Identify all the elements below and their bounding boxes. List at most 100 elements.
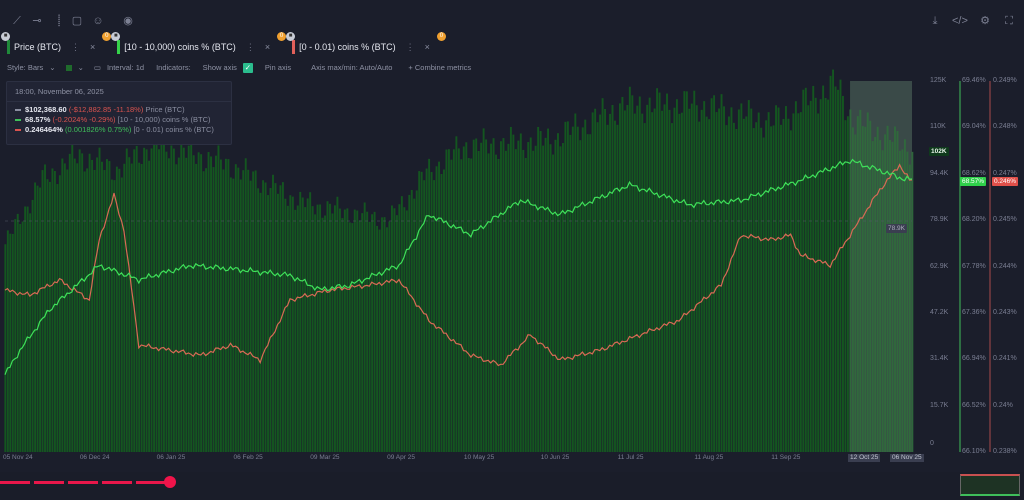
price-bar xyxy=(4,244,7,452)
fullscreen-icon[interactable]: ⛶ xyxy=(1005,15,1013,27)
style-dropdown[interactable]: Style: Bars xyxy=(7,63,44,72)
price-bar xyxy=(671,123,673,453)
price-bar xyxy=(591,112,594,452)
tooltip-row: 68.57% (-0.2024% -0.29%) [10 - 10,000) c… xyxy=(7,115,231,125)
price-bar xyxy=(91,159,94,452)
note-tool-icon[interactable]: ▢ xyxy=(71,15,83,27)
price-bar xyxy=(747,100,750,453)
color-picker[interactable] xyxy=(65,65,72,71)
price-bar xyxy=(215,155,217,452)
emoji-tool-icon[interactable]: ☺ xyxy=(92,15,104,27)
price-bar xyxy=(106,159,108,453)
price-bar xyxy=(155,139,158,452)
price-bar xyxy=(534,145,537,453)
more-icon[interactable]: ⋮ xyxy=(245,41,255,52)
price-bar xyxy=(504,150,507,452)
price-bar xyxy=(49,181,51,452)
green-current-tag: 68.57% xyxy=(960,177,987,186)
price-bar xyxy=(358,220,361,452)
tab-large-holders[interactable]: ■ [10 - 10,000) coins % (BTC) ⋮ × 0 xyxy=(111,32,287,54)
x-axis-tick: 11 Sep 25 xyxy=(771,454,801,461)
price-bar xyxy=(274,183,277,452)
price-bar xyxy=(584,119,587,452)
price-bar xyxy=(866,112,869,452)
tab-price[interactable]: ■ Price (BTC) ⋮ × 0 xyxy=(1,32,112,54)
line-tool-icon[interactable]: ⟋ xyxy=(13,15,21,27)
price-bar xyxy=(502,138,505,452)
close-icon[interactable]: × xyxy=(424,42,430,52)
close-icon[interactable]: × xyxy=(264,42,271,52)
price-bar xyxy=(477,150,480,452)
interval-dropdown[interactable]: Interval: 1d xyxy=(106,63,145,72)
axis-maxmin-dropdown[interactable]: Axis max/min: Auto/Auto xyxy=(311,63,393,72)
range-window[interactable] xyxy=(960,474,1020,496)
show-axis-checkbox[interactable]: ✓ xyxy=(242,63,253,73)
x-axis-tick: 11 Aug 25 xyxy=(694,454,724,461)
price-bar xyxy=(252,171,255,452)
pin-axis-toggle[interactable]: Pin axis xyxy=(264,63,292,72)
vertical-line-tool-icon[interactable]: ⸽ xyxy=(57,15,61,27)
price-bar xyxy=(569,134,572,452)
green-axis-tick: 68.20% xyxy=(962,216,986,224)
price-bar xyxy=(688,108,691,452)
more-icon[interactable]: ⋮ xyxy=(405,41,415,52)
price-bar xyxy=(618,103,621,453)
price-bar xyxy=(279,185,282,453)
horizontal-line-tool-icon[interactable]: ⊸ xyxy=(32,15,42,27)
price-bar xyxy=(581,127,584,452)
price-bar xyxy=(485,139,488,453)
tab-badge: 0 xyxy=(436,32,446,41)
eye-icon[interactable]: ◉ xyxy=(123,15,133,27)
price-bar xyxy=(641,113,644,453)
price-bar xyxy=(212,167,215,452)
price-bar xyxy=(628,86,631,452)
combine-metrics-button[interactable]: + Combine metrics xyxy=(408,63,472,72)
price-bar xyxy=(128,157,131,452)
x-axis-tick: 10 May 25 xyxy=(463,454,495,461)
price-bar xyxy=(824,98,827,453)
price-bar xyxy=(648,97,651,452)
code-icon[interactable]: </> xyxy=(952,15,968,27)
tab-small-holders[interactable]: ■ [0 - 0.01) coins % (BTC) ⋮ × 0 xyxy=(286,32,446,54)
tab-label: [10 - 10,000) coins % (BTC) xyxy=(124,42,236,52)
price-bar xyxy=(693,90,696,453)
range-navigator[interactable] xyxy=(0,472,1024,500)
price-bar xyxy=(368,221,371,452)
price-bar xyxy=(73,158,76,453)
price-bar xyxy=(675,99,678,452)
price-bar xyxy=(490,143,493,453)
price-bar xyxy=(752,128,755,452)
close-icon[interactable]: × xyxy=(90,42,96,52)
gear-icon[interactable]: ⚙ xyxy=(980,15,990,27)
red-axis-tick: 0.241% xyxy=(993,355,1017,363)
price-bar xyxy=(844,120,847,452)
green-axis-tick: 68.62% xyxy=(962,169,986,177)
price-bar xyxy=(529,137,532,452)
price-bar xyxy=(633,113,636,452)
price-bar xyxy=(495,154,497,452)
download-icon[interactable]: ⤓ xyxy=(932,15,938,27)
price-bar xyxy=(472,139,475,452)
indicators-dropdown[interactable]: Indicators: xyxy=(156,63,191,72)
more-icon[interactable]: ⋮ xyxy=(71,41,80,52)
price-bar xyxy=(118,168,121,453)
price-bar xyxy=(187,145,190,453)
price-bar xyxy=(316,204,319,452)
range-handle[interactable] xyxy=(164,476,176,488)
price-bar xyxy=(886,125,889,453)
price-bar xyxy=(651,112,654,453)
series-color-swatch xyxy=(7,40,10,54)
metric-tabs: ■ Price (BTC) ⋮ × 0 ■ [10 - 10,000) coin… xyxy=(1,32,446,54)
red-axis-tick: 0.24% xyxy=(993,401,1013,409)
price-bar xyxy=(16,213,19,452)
price-bar xyxy=(383,217,386,452)
price-bar xyxy=(445,149,448,452)
price-bar xyxy=(735,128,738,452)
series-pct: -0.29%) xyxy=(89,115,116,124)
series-swatch xyxy=(15,119,21,122)
price-bar xyxy=(304,207,307,452)
style-chevron-icon[interactable]: ⌄ xyxy=(49,63,56,72)
color-chevron-icon[interactable]: ⌄ xyxy=(77,63,84,72)
x-axis-tick: 06 Dec 24 xyxy=(79,454,110,461)
